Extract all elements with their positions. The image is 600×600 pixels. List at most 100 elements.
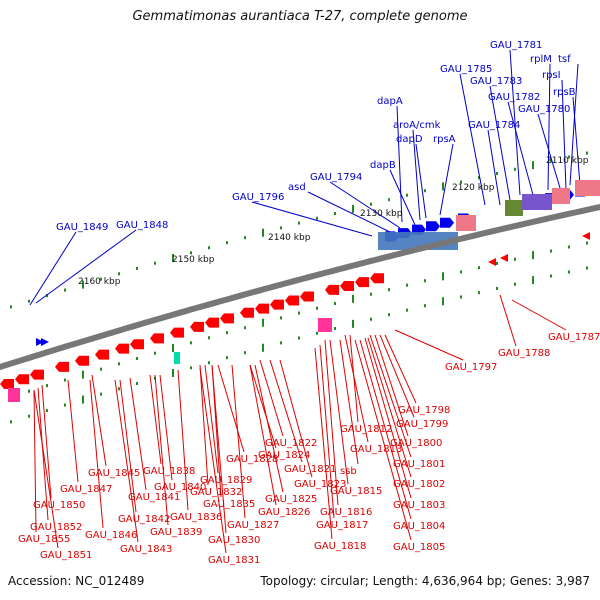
reverse-gene-label: GAU_1852 [30,522,82,533]
reverse-gene-label: GAU_1805 [393,542,445,553]
forward-gene-label: GAU_1848 [116,220,168,231]
cog-box [575,180,600,196]
reverse-cds-arrow [220,313,234,324]
reverse-cds-arrow [55,361,69,372]
inner-ring-tick [118,387,120,391]
inner-ring-tick [478,266,480,270]
reverse-leader-line [384,334,417,404]
forward-leader-line [251,201,373,237]
reverse-gene-label: GAU_1800 [390,438,442,449]
reverse-leader-line [33,389,59,549]
reverse-leader-line [199,367,227,554]
reverse-cds-arrow [270,299,284,310]
reverse-cds-arrow [115,343,129,354]
reverse-cds-arrow [582,232,590,240]
reverse-leader-line [367,337,412,478]
reverse-gene-label: GAU_1818 [314,541,366,552]
outer-ring-tick [208,246,210,250]
inner-ring-tick [82,370,84,379]
inner-ring-tick [424,304,426,308]
inner-ring-tick [478,291,480,295]
outer-ring-tick [532,161,534,170]
forward-gene-label: GAU_1849 [56,222,108,233]
forward-gene-label: tsf [558,54,571,65]
forward-leader-line [509,49,521,196]
outer-ring-tick [442,182,444,191]
reverse-gene-label: GAU_1829 [200,475,252,486]
forward-gene-label: rplM [530,54,552,65]
reverse-leader-line [199,364,209,486]
reverse-gene-label: GAU_1850 [33,500,85,511]
outer-ring-tick [244,236,246,240]
reverse-gene-label: GAU_1798 [398,405,450,416]
forward-gene-label: dapA [377,96,403,107]
outer-ring-tick [514,167,516,171]
reverse-gene-label: GAU_1813 [350,444,402,455]
reverse-leader-line [129,377,147,491]
inner-ring-tick [46,409,48,413]
forward-leader-line [396,105,403,223]
reverse-leader-line [159,374,173,481]
outer-ring-tick [316,216,318,220]
reverse-cds-arrow [150,333,164,344]
reverse-leader-line [254,364,284,493]
inner-ring-tick [46,384,48,388]
reverse-leader-line [33,389,37,533]
reverse-gene-label: GAU_1788 [498,348,550,359]
scale-label: 2140 kbp [268,233,311,243]
forward-gene-label: rpsA [433,134,456,145]
rna-feature [8,388,20,402]
outer-ring-tick [424,189,426,193]
scale-label: 2120 kbp [452,183,495,193]
forward-gene-label: GAU_1794 [310,172,362,183]
inner-ring-tick [262,343,264,352]
trna-feature [174,352,180,364]
outer-ring-tick [586,151,588,155]
inner-ring-tick [460,270,462,274]
outer-ring-tick [568,155,570,159]
forward-leader-line [507,101,534,196]
reverse-cds-arrow [285,295,299,306]
reverse-leader-line [324,339,339,506]
reverse-leader-line [329,339,349,485]
inner-ring-tick [514,282,516,286]
reverse-leader-line [354,339,412,541]
forward-leader-line [569,63,579,186]
reverse-gene-label: GAU_1843 [120,544,172,555]
inner-ring-tick [388,313,390,317]
reverse-leader-line [154,374,169,526]
cog-box [552,188,570,204]
outer-ring-tick [370,202,372,206]
reverse-leader-line [269,359,303,463]
reverse-gene-label: GAU_1855 [18,534,70,545]
map-title: Gemmatimonas aurantiaca T-27, complete g… [132,9,468,24]
scale-label: 2160 kbp [78,277,121,287]
inner-ring-tick [172,368,174,377]
inner-ring-tick [406,283,408,287]
outer-ring-tick [460,180,462,184]
inner-ring-tick [550,249,552,253]
forward-leader-line [487,129,501,206]
inner-ring-tick [532,276,534,285]
forward-leader-line [35,229,137,304]
reverse-leader-line [394,329,464,361]
reverse-leader-line [314,347,333,540]
reverse-leader-line [89,379,104,529]
forward-leader-line [561,79,567,191]
reverse-leader-line [249,364,277,506]
scale-label: 2130 kbp [360,209,403,219]
inner-ring-tick [100,367,102,371]
reverse-leader-line [279,359,313,478]
outer-ring-tick [388,198,390,202]
reverse-cds-arrow [325,284,339,295]
outer-ring-tick [334,212,336,216]
forward-leader-line [439,143,454,216]
forward-cds-arrow [426,221,440,232]
reverse-gene-label: GAU_1835 [203,499,255,510]
reverse-gene-label: GAU_1831 [208,555,260,566]
feature-tracks [0,180,600,402]
forward-leader-line [572,96,581,186]
reverse-gene-label: GAU_1828 [226,454,278,465]
inner-ring-tick [190,366,192,370]
outer-ring-tick [352,204,354,213]
